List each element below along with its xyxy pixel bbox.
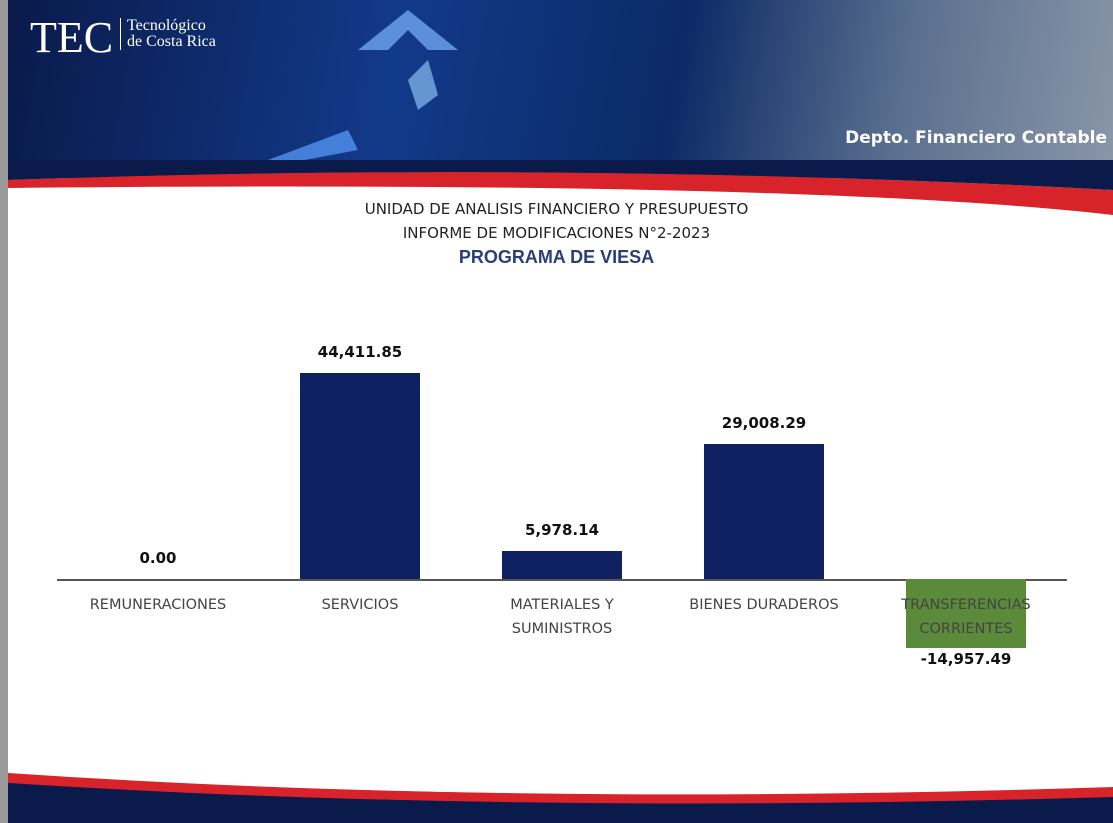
x-tick-label: REMUNERACIONES [78, 593, 238, 617]
chart-title: UNIDAD DE ANALISIS FINANCIERO Y PRESUPUE… [0, 200, 1113, 218]
bar [300, 373, 420, 579]
department: Depto. Financiero Contable [845, 128, 1107, 148]
bar [704, 444, 824, 579]
bar [502, 551, 622, 579]
swoosh [8, 765, 1113, 823]
x-tick-label: BIENES DURADEROS [684, 593, 844, 617]
data-label: 44,411.85 [280, 343, 440, 361]
data-label: 0.00 [78, 549, 238, 567]
x-tick-label: MATERIALES Y SUMINISTROS [482, 593, 642, 641]
institution-line: de Costa Rica [127, 34, 216, 50]
data-label: 29,008.29 [684, 414, 844, 432]
chart-subtitle: INFORME DE MODIFICACIONES N°2-2023 [0, 224, 1113, 242]
x-tick-label: TRANSFERENCIAS CORRIENTES [886, 593, 1046, 641]
chart-subtitle: PROGRAMA DE VIESA [0, 247, 1113, 268]
institution-line: Tecnológico [127, 18, 216, 34]
border [0, 0, 8, 823]
x-tick-label: SERVICIOS [280, 593, 440, 617]
data-label: 5,978.14 [482, 521, 642, 539]
slide: TEC Tecnológico de Costa Rica Depto. Fin… [0, 0, 1113, 823]
data-label: -14,957.49 [886, 650, 1046, 668]
institution: Tecnológico de Costa Rica [120, 18, 216, 50]
logo: TEC [30, 12, 113, 63]
